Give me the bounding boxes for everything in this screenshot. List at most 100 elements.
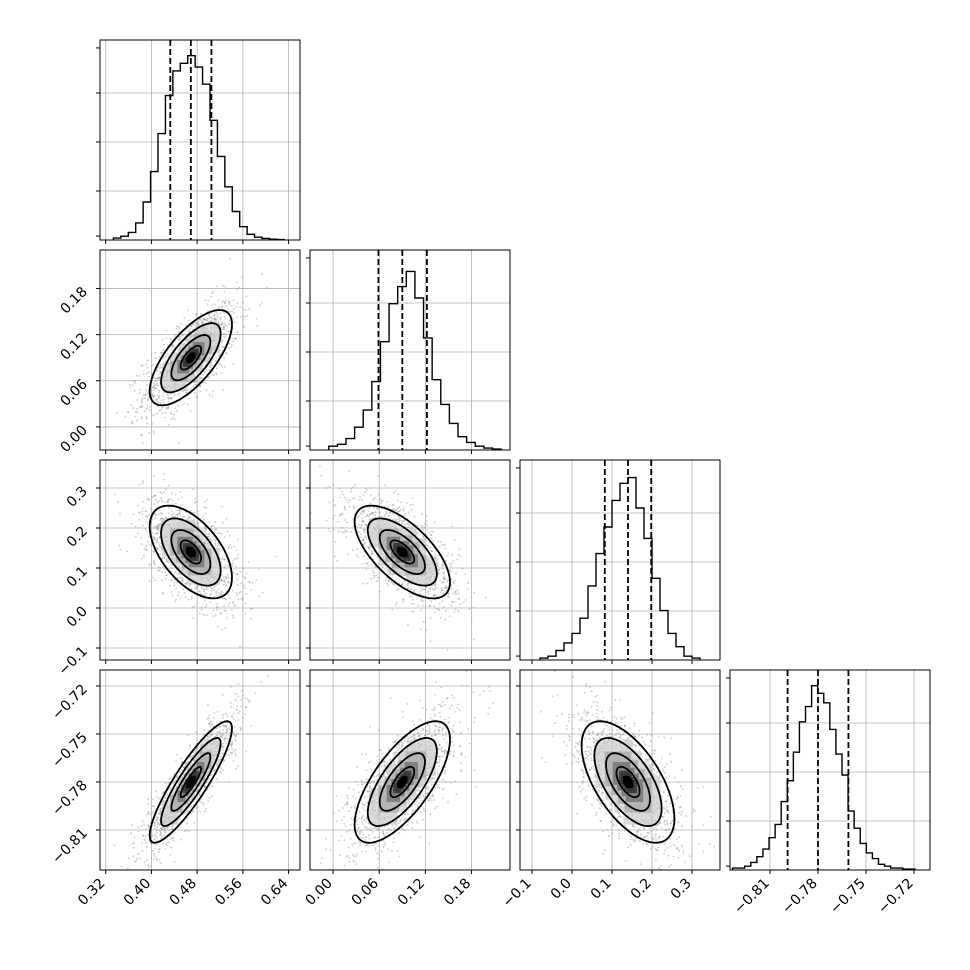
- sample-point: [366, 514, 369, 517]
- sample-point: [140, 400, 143, 403]
- sample-point: [352, 518, 355, 521]
- panel-0-0: [96, 39, 301, 244]
- sample-point: [226, 530, 229, 533]
- sample-point: [167, 397, 170, 399]
- sample-point: [192, 488, 194, 491]
- sample-point: [203, 614, 206, 617]
- sample-point: [232, 340, 235, 342]
- sample-point: [385, 582, 388, 585]
- sample-point: [227, 547, 230, 550]
- density-cell: [378, 547, 388, 557]
- density-cell: [191, 352, 196, 357]
- sample-point: [163, 416, 166, 419]
- sample-point: [154, 384, 157, 386]
- sample-point: [203, 318, 206, 321]
- sample-point: [153, 503, 156, 506]
- sample-point: [221, 505, 224, 508]
- sample-point: [180, 323, 183, 325]
- sample-point: [373, 506, 376, 509]
- density-cell: [200, 549, 205, 555]
- sample-point: [224, 581, 226, 584]
- sample-point: [198, 794, 201, 796]
- sample-point: [151, 394, 154, 396]
- sample-point: [438, 569, 440, 571]
- sample-point: [437, 572, 440, 575]
- sample-point: [215, 528, 218, 531]
- sample-point: [172, 512, 175, 515]
- sample-point: [458, 598, 461, 600]
- sample-point: [152, 474, 155, 477]
- density-cell: [162, 519, 171, 529]
- sample-point: [163, 501, 166, 503]
- sample-point: [334, 541, 337, 544]
- sample-point: [163, 829, 166, 832]
- sample-point: [155, 498, 158, 501]
- sample-point: [173, 393, 176, 396]
- density-cell: [177, 545, 182, 550]
- sample-point: [364, 523, 367, 526]
- sample-point: [158, 377, 160, 379]
- sample-point: [425, 514, 428, 517]
- sample-point: [196, 522, 199, 525]
- sample-point: [360, 524, 363, 527]
- sample-point: [361, 539, 363, 542]
- sample-point: [160, 544, 163, 547]
- sample-point: [220, 341, 223, 344]
- sample-point: [436, 595, 438, 598]
- sample-point: [380, 500, 383, 502]
- sample-point: [167, 407, 170, 410]
- sample-point: [426, 544, 428, 547]
- sample-point: [188, 584, 191, 587]
- sample-point: [204, 512, 207, 515]
- sample-point: [360, 498, 363, 501]
- sample-point: [243, 326, 245, 329]
- sample-point: [193, 501, 196, 504]
- sample-point: [345, 498, 348, 501]
- sample-point: [222, 752, 224, 755]
- sample-point: [225, 517, 228, 520]
- sample-point: [444, 584, 447, 587]
- sample-point: [459, 603, 462, 606]
- sample-point: [436, 564, 439, 567]
- sample-point: [218, 531, 221, 534]
- panel-content: [100, 40, 300, 240]
- sample-point: [211, 785, 214, 788]
- sample-point: [231, 715, 233, 718]
- sample-point: [190, 598, 193, 600]
- sample-point: [176, 509, 179, 512]
- sample-point: [445, 587, 448, 590]
- density-cell: [177, 536, 182, 542]
- sample-point: [165, 517, 168, 520]
- sample-point: [160, 547, 163, 550]
- sample-point: [156, 527, 159, 530]
- sample-point: [230, 752, 233, 755]
- sample-point: [452, 560, 455, 562]
- density-cell: [402, 548, 407, 553]
- sample-point: [421, 597, 424, 600]
- sample-point: [217, 542, 220, 544]
- sample-point: [334, 503, 337, 506]
- sample-point: [222, 346, 225, 349]
- density-cell: [407, 552, 412, 557]
- density-cell: [162, 538, 171, 548]
- sample-point: [431, 550, 434, 553]
- sample-point: [361, 519, 364, 522]
- sample-point: [422, 621, 425, 623]
- sample-point: [412, 610, 415, 613]
- sample-point: [433, 589, 435, 591]
- sample-point: [212, 370, 215, 372]
- sample-point: [160, 827, 163, 830]
- sample-point: [441, 581, 444, 584]
- sample-point: [364, 528, 367, 531]
- density-cell: [185, 558, 189, 563]
- sample-point: [135, 860, 138, 862]
- density-cell: [192, 342, 197, 347]
- density-cell: [177, 368, 182, 374]
- sample-point: [468, 608, 471, 611]
- sample-point: [119, 512, 121, 515]
- sample-point: [419, 593, 421, 595]
- sample-point: [158, 847, 161, 850]
- sample-point: [136, 407, 139, 410]
- density-cell: [395, 558, 401, 563]
- sample-point: [439, 616, 442, 619]
